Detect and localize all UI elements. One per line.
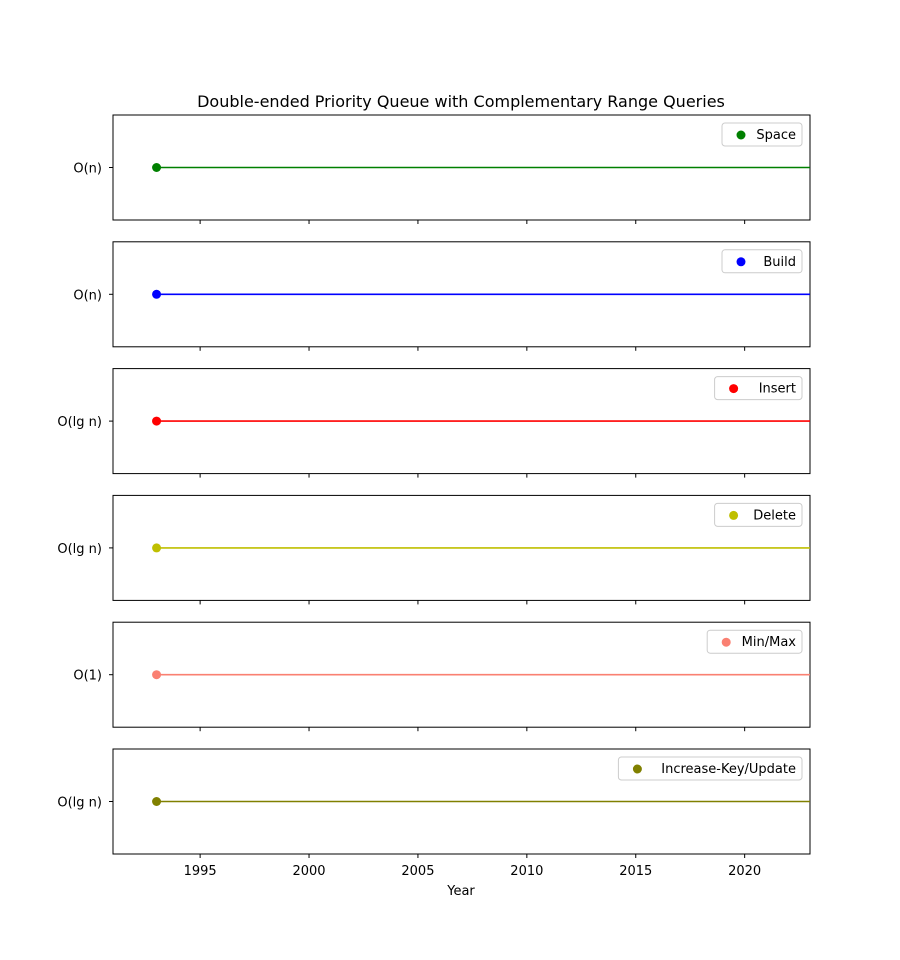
legend-marker [729, 384, 739, 394]
legend-build: Build [721, 249, 803, 274]
legend-box [714, 376, 803, 401]
chart-title: Double-ended Priority Queue with Complem… [197, 92, 725, 111]
panel-space: O(n) Space [73, 114, 811, 224]
x-tick-label: 1995 [184, 864, 217, 879]
data-point-min-max [152, 670, 162, 680]
legend-label: Delete [753, 508, 796, 523]
y-tick-label: O(lg n) [57, 796, 102, 811]
panel-build: O(n) Build [73, 241, 811, 351]
legend-marker [736, 130, 746, 140]
panel-increase-key-update: O(lg n) Increase-Key/Update [57, 748, 811, 858]
legend-box [706, 629, 803, 654]
data-point-insert [152, 416, 162, 426]
y-tick-label: O(n) [73, 288, 102, 303]
legend-label: Space [756, 128, 796, 143]
x-tick-label: 2020 [728, 864, 761, 879]
legend-marker [632, 764, 642, 774]
legend-marker [729, 510, 739, 520]
legend-label: Min/Max [742, 635, 797, 650]
x-tick-label: 2005 [401, 864, 434, 879]
x-tick-label: 2015 [619, 864, 652, 879]
x-axis-label: Year [446, 884, 475, 899]
legend-label: Increase-Key/Update [661, 762, 796, 777]
panel-delete: O(lg n) Delete [57, 494, 811, 605]
legend-delete: Delete [714, 502, 803, 527]
legend-min-max: Min/Max [706, 629, 803, 654]
legend-marker [721, 637, 731, 647]
legend-box [721, 249, 803, 274]
y-tick-label: O(1) [73, 669, 102, 684]
data-point-delete [152, 543, 162, 553]
data-point-build [152, 289, 162, 299]
y-tick-label: O(lg n) [57, 415, 102, 430]
legend-label: Insert [759, 382, 796, 397]
y-tick-label: O(n) [73, 162, 102, 177]
data-point-space [152, 163, 162, 172]
data-point-increase-key-update [152, 797, 162, 806]
legend-box [721, 122, 803, 147]
legend-insert: Insert [714, 376, 803, 401]
panels: O(n) Space O(n) Build O(lg n) Insert O(lg n) De… [57, 114, 811, 858]
legend-box [714, 502, 803, 527]
legend-increase-key-update: Increase-Key/Update [617, 756, 803, 781]
legend-label: Build [763, 255, 796, 270]
y-tick-label: O(lg n) [57, 542, 102, 557]
legend-marker [736, 257, 746, 267]
panel-min-max: O(1) Min/Max [73, 621, 811, 732]
x-tick-label: 2010 [510, 864, 543, 879]
x-axis: 1995 2000 2005 2010 2015 2020 [184, 864, 762, 879]
panel-insert: O(lg n) Insert [57, 368, 811, 478]
legend-box [617, 756, 803, 781]
x-tick-label: 2000 [292, 864, 325, 879]
legend-space: Space [721, 122, 803, 147]
